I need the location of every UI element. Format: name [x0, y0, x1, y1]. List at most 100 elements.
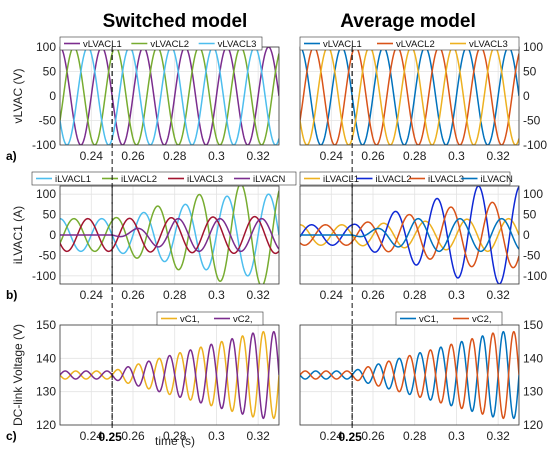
title-average-model: Average model [340, 11, 476, 32]
series-line-ilvacl3 [60, 215, 279, 255]
y-tick-label: 120 [36, 418, 56, 432]
series-line-vlvacl1 [300, 47, 519, 145]
legend: vC1, vC2, [156, 311, 264, 326]
legend-box [31, 171, 297, 186]
series-line-vc1 [60, 330, 279, 420]
panel-label: b) [6, 288, 17, 302]
event-marker-label: 0.25 [338, 430, 362, 444]
y-tick-label: 150 [523, 318, 543, 332]
legend: vLVACL1 vLVACL2 vLVACL3 [59, 36, 263, 51]
y-tick-label: -100 [523, 269, 547, 283]
x-axis-label: time (s) [155, 434, 195, 448]
y-tick-label: 0 [523, 228, 530, 242]
series-line-ilvacn [300, 217, 519, 253]
y-tick-label: 0 [523, 89, 530, 103]
y-tick-label: 100 [36, 187, 56, 201]
legend-entry: vLVACL1 [323, 39, 362, 50]
series-line-ilvacl2 [60, 186, 279, 284]
y-tick-label: 130 [36, 385, 56, 399]
axes-frame [299, 185, 520, 285]
y-tick-label: 100 [523, 40, 543, 54]
y-tick-label: 50 [43, 208, 57, 222]
legend-entry: iLVACL2 [121, 174, 157, 185]
legend-entry: iLVACL1 [55, 174, 91, 185]
subplot-b-switched: 0.24 0.26 0.28 0.3 0.32 -100 -50 0 50 100 iLVAC1 (… [6, 171, 297, 302]
x-tick-label: 0.24 [80, 288, 104, 302]
legend-box [156, 311, 264, 326]
x-tick-label: 0.3 [448, 429, 465, 443]
y-tick-label: -100 [32, 138, 56, 152]
plot-grid: 0.24 0.26 0.28 0.3 0.32 -100 -50 0 50 100 vLVAC (V… [6, 36, 547, 448]
x-tick-label: 0.32 [486, 149, 510, 163]
y-tick-label: 0 [49, 228, 56, 242]
x-tick-label: 0.32 [246, 429, 270, 443]
y-tick-label: 150 [36, 318, 56, 332]
x-tick-label: 0.28 [163, 429, 187, 443]
y-tick-label: -100 [523, 138, 547, 152]
x-tick-label: 0.24 [320, 429, 344, 443]
x-tick-label: 0.3 [208, 288, 225, 302]
series-line-vc1 [300, 330, 519, 420]
subplot-c-average: 0.24 0.26 0.28 0.3 0.32 120 130 140 150 vC1, vC2, [299, 311, 543, 443]
legend-entry: iLVACN [253, 174, 286, 185]
legend: vLVACL1 vLVACL2 vLVACL3 [299, 36, 520, 51]
subplot-a-switched: 0.24 0.26 0.28 0.3 0.32 -100 -50 0 50 100 vLVAC (V… [6, 36, 280, 163]
y-tick-label: -50 [523, 248, 541, 262]
series-line-vc2 [60, 330, 279, 420]
x-tick-label: 0.26 [121, 288, 145, 302]
y-tick-label: 100 [523, 187, 543, 201]
y-tick-label: 140 [36, 351, 56, 365]
series-line-vlvacl1 [60, 47, 279, 145]
legend-box [395, 311, 503, 326]
y-tick-label: 50 [523, 65, 537, 79]
legend: iLVACL1 iLVACL2 iLVACL3 iLVACN [31, 171, 297, 186]
y-tick-label: 100 [36, 40, 56, 54]
y-tick-label: 140 [523, 351, 543, 365]
legend-box [59, 36, 263, 51]
x-tick-label: 0.32 [486, 429, 510, 443]
series-line-ilvacl2 [300, 186, 519, 284]
y-tick-label: 50 [523, 208, 537, 222]
x-tick-label: 0.28 [163, 288, 187, 302]
legend-entry: vLVACL2 [396, 39, 435, 50]
y-tick-label: -100 [32, 269, 56, 283]
legend: iLVACL1 iLVACL2 iLVACL3 iLVACN [299, 171, 514, 186]
series-line-ilvacl1 [60, 193, 279, 277]
legend-entry: vLVACL1 [83, 39, 122, 50]
series-line-ilvacn [60, 217, 279, 253]
series-line-vc2 [300, 330, 519, 420]
series-line-ilvacl3 [300, 201, 519, 269]
legend-entry: vC1, [180, 314, 200, 325]
x-tick-label: 0.26 [361, 149, 385, 163]
x-tick-label: 0.24 [320, 149, 344, 163]
traces [300, 186, 519, 284]
x-tick-label: 0.3 [448, 149, 465, 163]
series-line-ilvacl1 [300, 217, 519, 253]
y-tick-label: -50 [39, 114, 57, 128]
legend: vC1, vC2, [395, 311, 503, 326]
y-tick-label: 120 [523, 418, 543, 432]
x-tick-label: 0.24 [320, 288, 344, 302]
legend-entry: iLVACN [481, 174, 514, 185]
legend-entry: vC2, [233, 314, 253, 325]
legend-entry: iLVACL2 [376, 174, 412, 185]
x-tick-label: 0.26 [121, 429, 145, 443]
x-tick-label: 0.24 [80, 429, 104, 443]
x-tick-label: 0.32 [486, 288, 510, 302]
event-marker-label: 0.25 [98, 430, 122, 444]
axes-frame [299, 324, 520, 426]
x-tick-label: 0.26 [121, 149, 145, 163]
y-tick-label: 0 [49, 89, 56, 103]
x-tick-label: 0.3 [208, 149, 225, 163]
x-tick-label: 0.26 [361, 429, 385, 443]
x-tick-label: 0.32 [246, 288, 270, 302]
traces [300, 330, 519, 420]
x-tick-label: 0.28 [163, 149, 187, 163]
y-axis-label: vLVAC (V) [11, 69, 25, 124]
legend-entry: vLVACL3 [469, 39, 508, 50]
legend-entry: vC1, [419, 314, 439, 325]
y-tick-label: 130 [523, 385, 543, 399]
